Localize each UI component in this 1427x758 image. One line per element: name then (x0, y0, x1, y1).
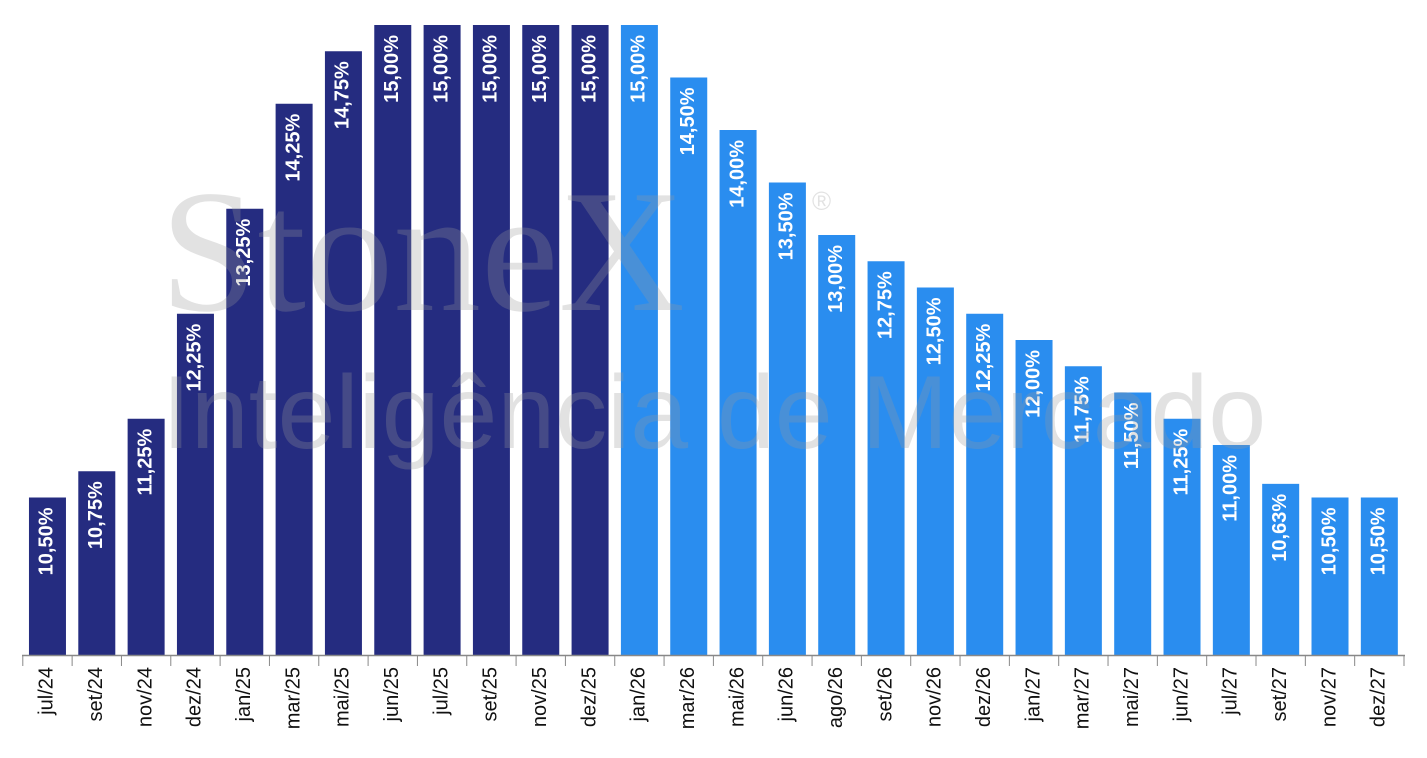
x-tick-label: jan/27 (1022, 667, 1044, 723)
x-tick-label: set/27 (1269, 667, 1291, 721)
value-label: 15,00% (480, 35, 502, 103)
value-label: 15,00% (578, 35, 600, 103)
value-label: 15,00% (381, 35, 403, 103)
x-tick-label: mai/26 (726, 667, 748, 727)
bar (1212, 445, 1250, 655)
x-tick-label: ago/26 (825, 667, 847, 728)
value-label: 13,50% (776, 192, 798, 260)
watermark-text: Inteligência de Mercado (162, 355, 1266, 471)
value-label: 11,25% (1170, 429, 1192, 496)
bar (818, 235, 856, 655)
x-tick-label: mar/25 (282, 667, 304, 729)
watermark-logo: StoneX (160, 154, 685, 348)
bar (1015, 340, 1053, 655)
bar (670, 77, 708, 655)
x-tick-label: nov/25 (529, 667, 551, 727)
bar (127, 418, 165, 655)
bar (1064, 366, 1102, 655)
value-label: 10,63% (1269, 494, 1291, 562)
watermark-mark: ® (812, 186, 831, 216)
value-label: 11,75% (1072, 376, 1094, 443)
bar (768, 182, 806, 655)
value-label: 14,75% (332, 61, 354, 129)
bar (966, 313, 1004, 655)
value-label: 10,50% (1318, 507, 1340, 575)
x-tick-label: dez/24 (184, 667, 206, 727)
bar (28, 497, 66, 655)
x-tick-label: mai/25 (332, 667, 354, 727)
value-label: 14,00% (726, 140, 748, 208)
bar (1163, 418, 1201, 655)
bar (719, 130, 757, 655)
x-tick-label: nov/24 (134, 667, 156, 727)
x-tick-label: dez/27 (1368, 667, 1390, 727)
bar (275, 103, 313, 655)
bar (916, 287, 954, 655)
bar (1360, 497, 1398, 655)
value-label: 12,75% (874, 271, 896, 339)
value-label: 13,00% (825, 245, 847, 313)
x-tick-label: mar/27 (1072, 667, 1094, 729)
bar (78, 471, 116, 655)
bar (423, 25, 461, 655)
x-tick-label: set/25 (480, 667, 502, 721)
value-label: 14,50% (677, 87, 699, 155)
x-tick-label: set/24 (85, 667, 107, 721)
value-label: 15,00% (430, 35, 452, 103)
value-label: 15,00% (529, 35, 551, 103)
bars: 10,50% 10,75% 11,25% 12,25% 13,25% 14,25% 14,7… (28, 25, 1398, 655)
bar (226, 208, 264, 655)
x-tick-label: mai/27 (1121, 667, 1143, 727)
watermark: StoneX ® Inteligência de Mercado (160, 154, 1266, 471)
x-tick-label: set/26 (874, 667, 896, 721)
bar (571, 25, 609, 655)
bar (1114, 392, 1152, 655)
x-tick-label: jul/24 (36, 667, 58, 716)
bar (176, 313, 214, 655)
bar (620, 25, 658, 655)
value-label: 12,25% (184, 324, 206, 392)
bar (867, 261, 905, 655)
x-tick-label: dez/26 (973, 667, 995, 727)
bar (472, 25, 510, 655)
bar (1262, 483, 1300, 655)
value-label: 12,25% (973, 324, 995, 392)
bar (374, 25, 412, 655)
bar (1311, 497, 1349, 655)
value-label: 10,50% (1368, 507, 1390, 575)
x-tick-label: jul/27 (1220, 667, 1242, 716)
bar (522, 25, 560, 655)
x-tick-label: jun/26 (776, 667, 798, 723)
value-label: 15,00% (628, 35, 650, 103)
value-label: 12,00% (1022, 350, 1044, 418)
x-tick-label: nov/27 (1318, 667, 1340, 727)
value-label: 14,25% (282, 114, 304, 182)
x-tick-label: dez/25 (578, 667, 600, 727)
value-label: 11,50% (1121, 402, 1143, 469)
x-tick-label: nov/26 (924, 667, 946, 727)
x-tick-label: jun/25 (381, 667, 403, 723)
x-tick-label: jan/25 (233, 667, 255, 723)
x-tick-label: jun/27 (1170, 667, 1192, 723)
value-label: 11,00% (1220, 455, 1242, 522)
value-label: 10,75% (85, 481, 107, 549)
x-tick-label: jan/26 (628, 667, 650, 723)
bar (324, 51, 362, 655)
x-tick-label: jul/25 (430, 667, 452, 716)
x-tick-label: mar/26 (677, 667, 699, 729)
value-label: 11,25% (134, 429, 156, 496)
value-label: 12,50% (924, 297, 946, 365)
value-label: 13,25% (233, 219, 255, 287)
value-label: 10,50% (36, 507, 58, 575)
